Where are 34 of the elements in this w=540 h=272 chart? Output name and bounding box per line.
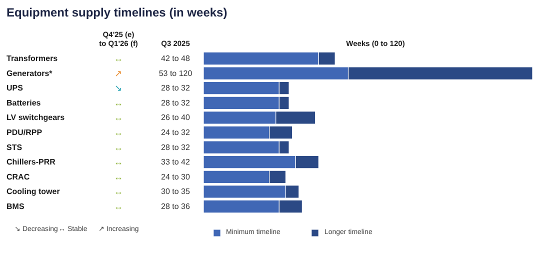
y-tick-label: LV switchgears: [6, 113, 66, 122]
y-tick-label: Batteries: [6, 98, 42, 108]
text: ↔: [114, 112, 123, 123]
text: 28 to 36: [161, 202, 190, 211]
text: ↗: [114, 68, 122, 78]
text: ↘: [114, 83, 122, 94]
text: ↔: [114, 157, 123, 168]
text: ↔: [114, 186, 123, 197]
text: ↔: [114, 54, 123, 64]
text: ↔: [114, 202, 123, 212]
text: ↔: [114, 142, 123, 152]
y-tick-label: Cooling tower: [6, 187, 60, 196]
text: 24 to 30: [161, 172, 190, 182]
y-tick-label: BMS: [6, 202, 25, 211]
text: 30 to 35: [161, 187, 190, 196]
text: 26 to 40: [161, 113, 190, 122]
y-tick-label: Transformers: [6, 54, 58, 63]
y-tick-label: CRAC: [6, 172, 30, 182]
text: ↔: [114, 98, 123, 108]
y-tick-label: Generators*: [6, 68, 54, 78]
y-tick-label: PDU/RPP: [6, 128, 43, 137]
text: ↔: [114, 172, 123, 182]
y-tick-label: STS: [6, 142, 23, 152]
text: 28 to 32: [161, 142, 190, 152]
text: 24 to 32: [161, 128, 190, 137]
text: 28 to 32: [161, 98, 190, 108]
text: 28 to 32: [161, 84, 190, 93]
y-tick-label: UPS: [6, 84, 24, 93]
text: 33 to 42: [161, 158, 190, 167]
chart-title: Equipment supply timelines (in weeks): [6, 6, 228, 20]
text: 53 to 120: [158, 68, 192, 78]
text: 42 to 48: [161, 54, 190, 63]
y-tick-label: Chillers-PRR: [6, 158, 56, 167]
text: ↔: [114, 128, 123, 138]
